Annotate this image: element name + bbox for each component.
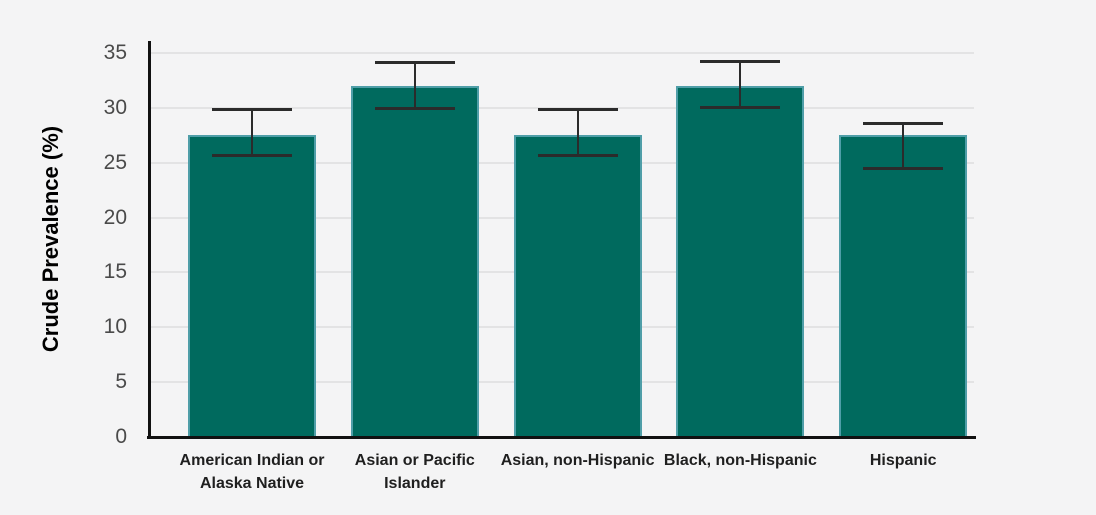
plot-area xyxy=(150,41,974,437)
x-category-label-line: Hispanic xyxy=(869,452,937,469)
error-bar-cap-high-3 xyxy=(700,59,781,63)
x-category-label-3: Black, non-Hispanic xyxy=(629,449,851,472)
error-bar-cap-low-0 xyxy=(212,154,292,158)
y-tick-label-20: 20 xyxy=(103,205,127,229)
error-bar-cap-low-1 xyxy=(374,107,455,110)
x-category-label-line: Islander xyxy=(384,475,446,492)
gridline-30 xyxy=(150,106,974,109)
y-tick-label-5: 5 xyxy=(115,370,127,394)
error-bar-cap-high-1 xyxy=(374,60,455,64)
y-tick-label-25: 25 xyxy=(103,150,127,174)
error-bar-cap-low-3 xyxy=(700,105,781,109)
error-bar-cap-low-2 xyxy=(537,154,618,158)
bar-4[interactable] xyxy=(839,135,968,437)
error-bar-line-3 xyxy=(739,60,742,108)
x-category-label-line: Asian or Pacific xyxy=(354,452,475,469)
bar-0[interactable] xyxy=(188,135,316,437)
x-category-label-line: Black, non-Hispanic xyxy=(663,452,817,469)
x-category-label-line: Asian, non-Hispanic xyxy=(500,452,655,469)
y-axis-line xyxy=(148,41,151,439)
error-bar-cap-low-4 xyxy=(863,167,944,171)
y-tick-label-30: 30 xyxy=(103,95,127,119)
bar-3[interactable] xyxy=(676,85,805,437)
x-category-label-0: American Indian or Alaska Native xyxy=(141,449,363,495)
bar-2[interactable] xyxy=(513,135,642,437)
y-tick-label-10: 10 xyxy=(103,315,127,339)
error-bar-line-2 xyxy=(576,109,579,157)
y-tick-label-15: 15 xyxy=(103,260,127,284)
error-bar-line-4 xyxy=(902,123,905,170)
y-tick-label-0: 0 xyxy=(115,425,127,448)
x-category-label-4: Hispanic xyxy=(792,449,1014,472)
x-category-label-line: Alaska Native xyxy=(199,475,305,492)
gridline-35 xyxy=(150,52,974,55)
error-bar-line-1 xyxy=(413,61,416,109)
x-axis-line xyxy=(147,436,976,439)
error-bar-cap-high-2 xyxy=(537,108,618,111)
error-bar-cap-high-4 xyxy=(863,122,944,126)
x-category-label-1: Asian or Pacific Islander xyxy=(304,449,526,495)
x-category-label-2: Asian, non-Hispanic xyxy=(467,449,689,472)
y-tick-label-35: 35 xyxy=(103,41,127,65)
error-bar-cap-high-0 xyxy=(212,108,292,111)
bar-1[interactable] xyxy=(350,85,479,437)
x-category-label-line: American Indian or xyxy=(179,452,325,469)
error-bar-line-0 xyxy=(251,109,253,157)
